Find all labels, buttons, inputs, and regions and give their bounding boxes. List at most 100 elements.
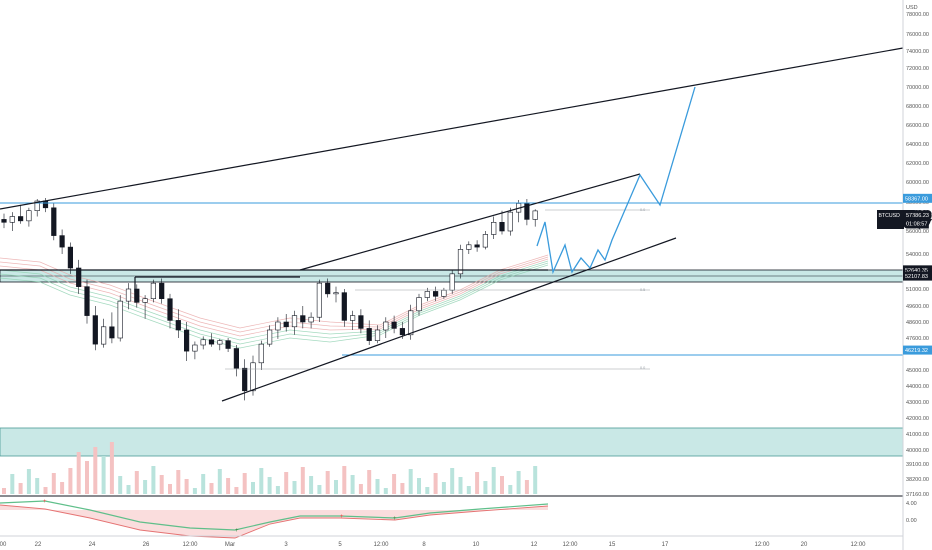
demand-zone [0,427,904,457]
volume-bar [118,476,123,494]
candle-body [109,326,115,339]
candle [9,212,15,231]
candle [109,312,115,344]
price-tick: 54000.00 [906,252,929,258]
candle-body [308,316,314,323]
candle [466,241,472,254]
candle [26,207,32,227]
candle [416,293,422,316]
volume-bar [134,471,139,494]
volume-bar [184,479,189,494]
candle-body [457,249,464,275]
candle [225,338,231,352]
volume-bar [68,468,73,494]
ma-ribbon-line [0,264,549,349]
volume-bar [217,469,222,494]
candle-body [225,340,231,349]
candle [92,306,98,351]
candle [341,289,347,327]
time-label: 24 [89,542,96,548]
volume-bar [18,483,23,494]
candle [101,318,107,348]
candle [491,216,497,240]
candle-body [424,291,430,298]
candle [200,336,206,350]
long-resistance-trendline [0,47,904,210]
time-label: 26 [143,542,150,548]
volume-bar [367,470,372,494]
candle-body [159,282,165,300]
symbol-label: BTCUSD [879,213,901,219]
price-tick: 74000.00 [906,49,929,55]
price-tick: 70000.00 [906,85,929,91]
time-label: 12:00 [562,542,578,548]
price-label-text: 52640.35 [905,268,928,274]
volume-bar [151,466,156,494]
trend-lines[interactable]: 0.0 0.5 0.0 [0,47,904,402]
candle-body [134,288,140,303]
time-label: 5 [338,542,342,548]
candle [192,341,198,360]
indicator-cross-marker: + [340,514,344,520]
candle [125,283,132,310]
candle-body [374,329,381,341]
price-tick: 68000.00 [906,104,929,110]
candle-body [341,292,347,321]
indicator-line-red [0,504,549,539]
time-label: 12:00 [373,542,389,548]
candle [325,278,331,298]
price-tick: 48600.00 [906,320,929,326]
candle [76,259,82,294]
volume-bar [400,483,405,494]
candle-body [408,310,414,336]
candle-body [208,339,215,345]
time-label: 12:00 [850,542,866,548]
candle-body [383,321,389,331]
volume-bar [334,480,338,494]
price-tick: 51000.00 [906,287,929,293]
candle-body [192,344,198,352]
volume-bar [275,486,280,494]
volume-bar [383,488,388,494]
candle-body [200,339,206,346]
candle [283,314,289,332]
candle-body [258,343,264,364]
candle-body [101,326,107,345]
candle-body [499,222,505,232]
volume-bar [483,481,488,494]
price-tick: 41000.00 [906,432,929,438]
candle-body [275,321,281,331]
candle [266,325,273,347]
projection-path[interactable] [536,86,696,275]
indicator-pane: + + + + [0,499,549,539]
candle [308,312,314,329]
price-label: 52107.83 [903,271,932,281]
volume-bar [126,485,131,494]
projection-line [536,86,696,275]
candle-body [92,315,98,345]
fib-label: 0.5 [640,288,645,292]
candle [184,322,190,361]
candle-body [474,244,480,248]
price-tick: 72000.00 [906,66,929,72]
candle [175,309,181,338]
price-label: 52640.35 [903,265,932,275]
candle [316,279,323,322]
candle-body [59,235,65,248]
time-label: 3 [284,542,288,548]
candle-body [242,367,248,392]
volume-bar [176,470,181,494]
candle [117,295,123,342]
price-label: 58367.00 [903,193,932,203]
volume-bars [2,442,538,494]
candle [349,310,356,330]
volume-bar [284,472,289,494]
candle-body [233,348,240,369]
price-tick: 56000.00 [906,229,929,235]
candle-body [42,200,49,209]
volume-bar [101,456,106,494]
volume-bar [375,479,380,494]
price-tick: 62000.00 [906,161,929,167]
price-tick: 78000.00 [906,12,929,18]
